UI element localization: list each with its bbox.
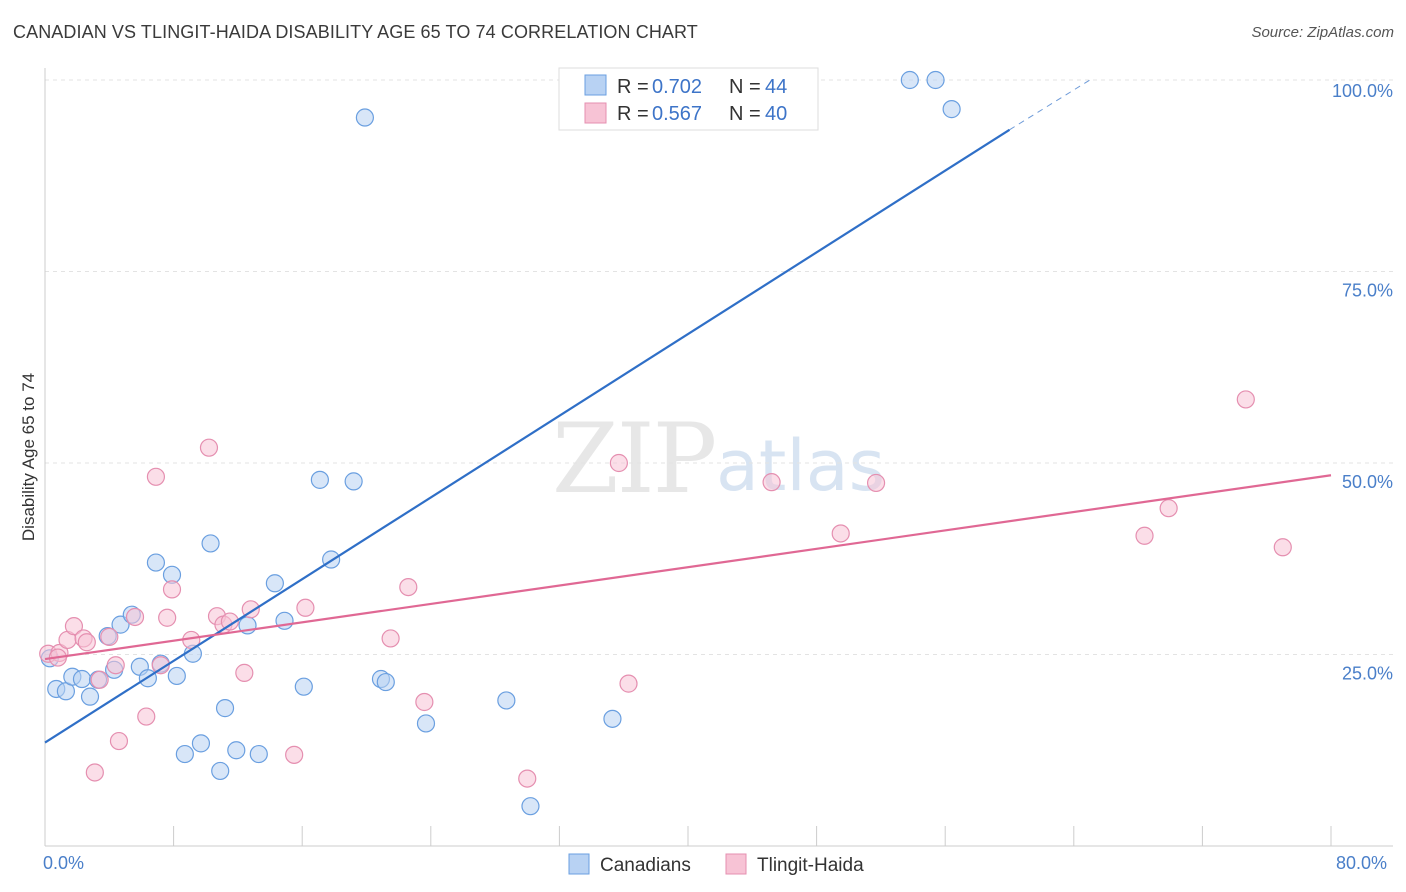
y-tick-label-100: 100.0% — [1332, 81, 1393, 101]
point-tlingit-haida-33 — [831, 524, 850, 543]
legend-n-label-1: N = — [729, 103, 761, 125]
point-canadians-21 — [211, 761, 230, 781]
gridlines: 25.0% 50.0% 75.0% 100.0% — [45, 79, 1393, 684]
legend-r-value-0: 0.702 — [652, 76, 702, 98]
trendline-canadians — [44, 128, 1011, 744]
point-canadians-20 — [201, 534, 220, 553]
point-tlingit-haida-5 — [77, 633, 96, 652]
source-label: Source: ZipAtlas.com — [1251, 24, 1394, 41]
point-canadians-41 — [900, 70, 919, 90]
point-tlingit-haida-15 — [158, 608, 177, 627]
point-tlingit-haida-8 — [100, 627, 119, 646]
point-tlingit-haida-3 — [64, 617, 84, 636]
point-tlingit-haida-32 — [762, 473, 781, 492]
point-canadians-13 — [146, 553, 166, 572]
point-canadians-42 — [926, 70, 945, 90]
point-tlingit-haida-36 — [1159, 499, 1178, 518]
x-tick-label-max: 80.0% — [1336, 853, 1387, 873]
point-tlingit-haida-21 — [220, 612, 239, 631]
point-tlingit-haida-9 — [106, 656, 125, 675]
legend-r-value-1: 0.567 — [652, 103, 702, 125]
bottom-legend-label-canadians: Canadians — [600, 855, 691, 876]
bottom-legend-swatch-tlingit — [725, 853, 747, 875]
series-tlingit-haida — [39, 390, 1292, 788]
point-canadians-36 — [497, 691, 516, 710]
point-tlingit-haida-13 — [146, 467, 166, 486]
point-canadians-16 — [167, 666, 186, 686]
point-canadians-43 — [942, 100, 961, 119]
chart-title: CANADIAN VS TLINGIT-HAIDA DISABILITY AGE… — [13, 22, 698, 42]
legend-r-label-0: R = — [617, 76, 649, 98]
point-tlingit-haida-27 — [399, 577, 418, 597]
watermark-zip: ZIP — [552, 403, 715, 515]
point-canadians-22 — [215, 699, 235, 718]
point-canadians-19 — [191, 734, 211, 753]
bottom-legend: Canadians Tlingit-Haida — [568, 853, 864, 876]
y-tick-label-75: 75.0% — [1342, 281, 1393, 301]
point-tlingit-haida-14 — [151, 656, 170, 675]
watermark: ZIP atlas — [552, 403, 885, 515]
legend-n-value-1: 40 — [765, 103, 787, 125]
point-tlingit-haida-7 — [90, 670, 109, 689]
top-legend: R = 0.702 N = 44 R = 0.567 N = 40 — [558, 67, 819, 131]
point-canadians-29 — [310, 470, 329, 489]
point-tlingit-haida-12 — [137, 707, 156, 726]
point-tlingit-haida-28 — [415, 692, 434, 712]
point-canadians-28 — [294, 677, 313, 696]
point-canadians-38 — [603, 709, 622, 728]
point-tlingit-haida-31 — [619, 674, 638, 693]
legend-n-label-0: N = — [729, 76, 761, 98]
y-tick-label-25: 25.0% — [1342, 664, 1393, 684]
point-tlingit-haida-37 — [1236, 390, 1255, 409]
x-tick-label-min: 0.0% — [43, 853, 84, 873]
point-canadians-25 — [249, 744, 268, 764]
point-canadians-26 — [265, 574, 284, 593]
point-canadians-17 — [175, 744, 194, 764]
point-tlingit-haida-29 — [518, 769, 537, 788]
point-tlingit-haida-18 — [199, 438, 219, 457]
point-tlingit-haida-38 — [1273, 538, 1292, 557]
bottom-legend-swatch-canadians — [568, 853, 590, 875]
point-tlingit-haida-26 — [381, 629, 400, 648]
y-tick-label-50: 50.0% — [1342, 472, 1393, 492]
point-tlingit-haida-22 — [235, 663, 254, 682]
point-tlingit-haida-16 — [162, 580, 182, 599]
legend-swatch-canadians — [584, 74, 607, 96]
y-axis-label: Disability Age 65 to 74 — [19, 373, 38, 541]
point-tlingit-haida-25 — [296, 598, 315, 617]
point-tlingit-haida-30 — [609, 453, 628, 473]
point-tlingit-haida-24 — [285, 745, 304, 764]
point-canadians-23 — [227, 741, 246, 760]
point-canadians-31 — [344, 472, 363, 491]
point-tlingit-haida-11 — [125, 607, 145, 627]
point-canadians-35 — [416, 714, 436, 733]
point-tlingit-haida-10 — [109, 731, 129, 751]
point-canadians-4 — [72, 669, 92, 689]
point-canadians-32 — [355, 108, 374, 127]
point-canadians-5 — [80, 687, 100, 706]
axes — [44, 68, 1393, 847]
point-canadians-34 — [376, 672, 395, 692]
legend-n-value-0: 44 — [765, 76, 787, 98]
legend-r-label-1: R = — [617, 103, 649, 125]
trendline-extension-canadians — [1009, 79, 1091, 131]
point-tlingit-haida-35 — [1135, 526, 1154, 545]
trendline-tlingit-haida — [44, 474, 1332, 661]
bottom-legend-label-tlingit: Tlingit-Haida — [757, 855, 864, 876]
point-tlingit-haida-34 — [866, 473, 886, 493]
legend-swatch-tlingit — [584, 102, 607, 124]
point-tlingit-haida-6 — [85, 763, 104, 782]
watermark-atlas: atlas — [716, 425, 885, 507]
point-canadians-37 — [521, 797, 540, 816]
